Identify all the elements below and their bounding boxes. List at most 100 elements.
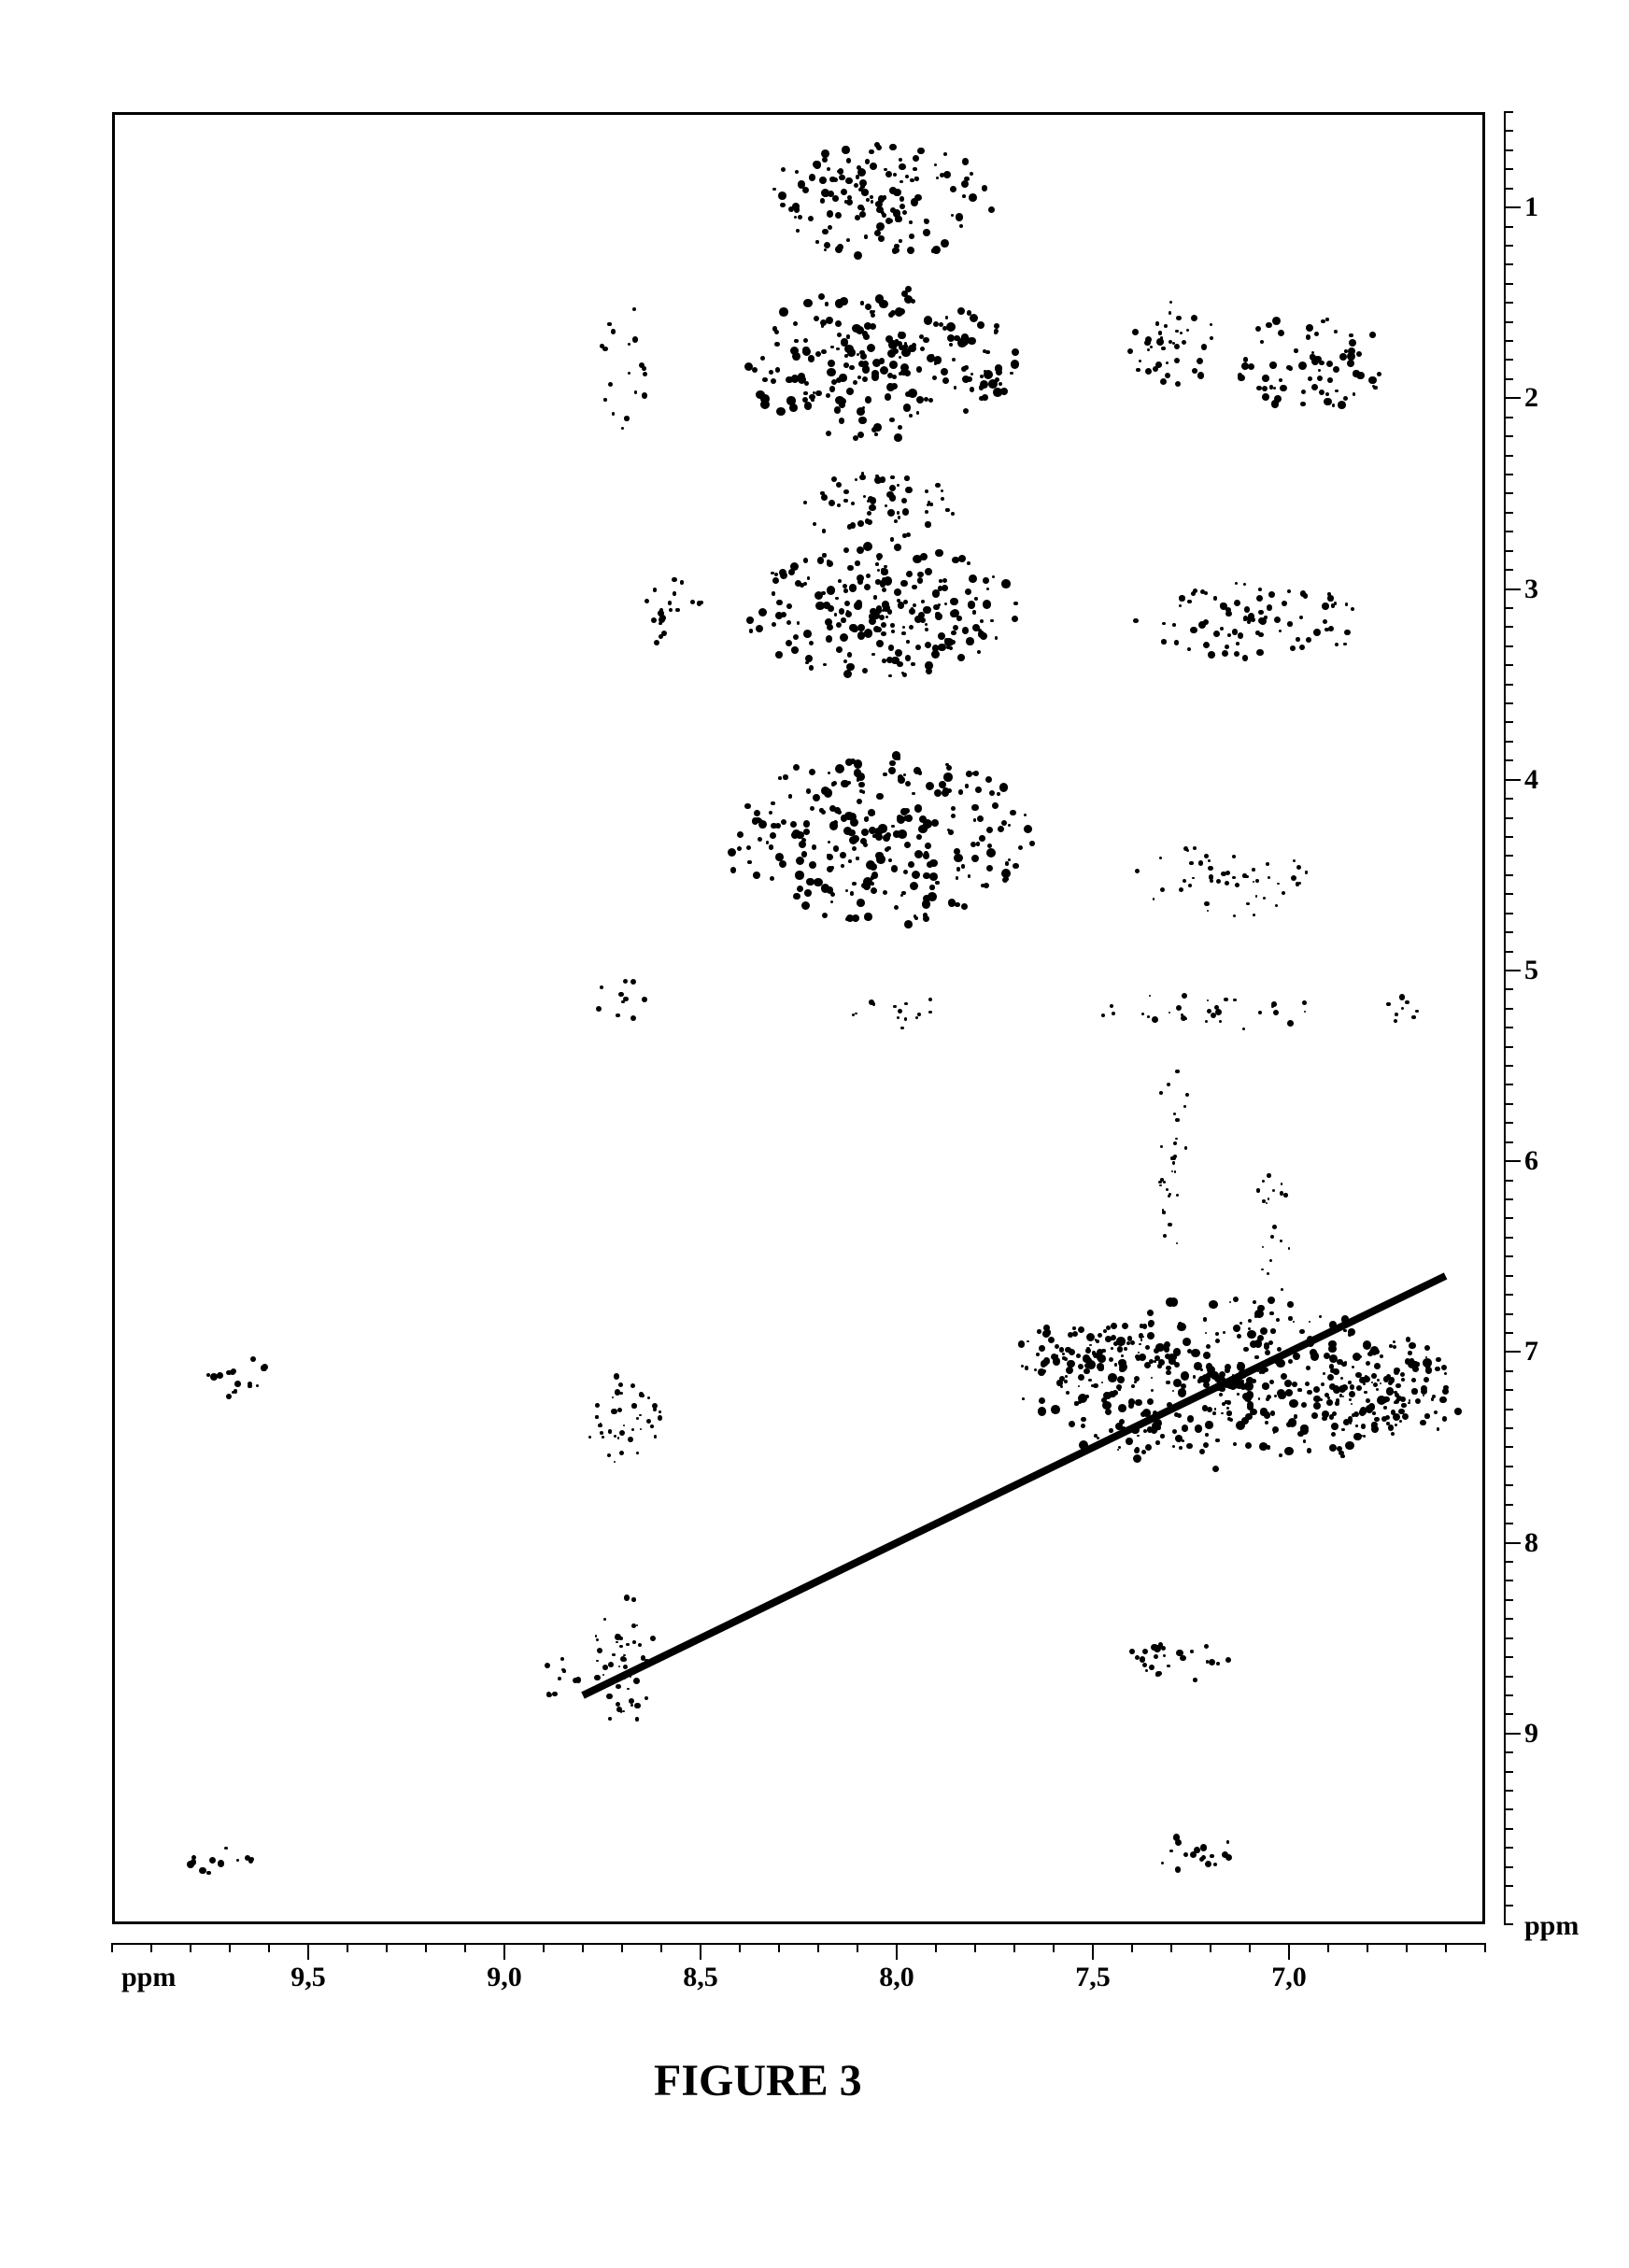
nmr-peak-dot <box>828 225 832 230</box>
nmr-peak-dot <box>890 537 894 541</box>
nmr-peak-dot <box>846 199 853 206</box>
nmr-peak-dot <box>1225 1657 1231 1663</box>
nmr-peak-dot <box>749 629 753 632</box>
nmr-peak-dot <box>791 831 800 840</box>
nmr-peak-dot <box>983 577 988 583</box>
nmr-peak-dot <box>1160 378 1167 385</box>
x-tick-minor <box>1367 1943 1368 1952</box>
nmr-peak-dot <box>1139 1333 1143 1338</box>
nmr-peak-dot <box>1225 1400 1227 1403</box>
nmr-peak-dot <box>844 601 850 606</box>
nmr-peak-dot <box>923 337 928 343</box>
nmr-peak-dot <box>871 875 875 880</box>
nmr-peak-dot <box>841 338 849 347</box>
nmr-peak-dot <box>836 347 840 351</box>
nmr-peak-dot <box>617 1437 620 1439</box>
nmr-peak-dot <box>905 655 912 661</box>
y-tick-minor <box>1504 1046 1513 1048</box>
nmr-peak-dot <box>1244 606 1250 612</box>
nmr-peak-dot <box>1255 326 1261 332</box>
nmr-peak-dot <box>862 668 868 673</box>
nmr-peak-dot <box>1383 1396 1389 1402</box>
nmr-peak-dot <box>1308 376 1312 381</box>
nmr-peak-dot <box>958 558 961 560</box>
nmr-peak-dot <box>881 569 888 576</box>
nmr-peak-dot <box>876 793 883 800</box>
nmr-peak-dot <box>824 788 832 797</box>
nmr-peak-dot <box>1302 1000 1307 1005</box>
y-tick-minor <box>1504 1713 1513 1715</box>
nmr-peak-dot <box>898 829 907 839</box>
nmr-peak-dot <box>1408 1402 1410 1405</box>
y-tick-label: 9 <box>1524 1718 1538 1750</box>
nmr-peak-dot <box>1394 1401 1396 1404</box>
nmr-peak-dot <box>849 365 855 371</box>
nmr-peak-dot <box>1434 1410 1438 1414</box>
nmr-peak-dot <box>964 177 969 181</box>
nmr-peak-dot <box>575 1677 582 1683</box>
nmr-peak-dot <box>558 1677 561 1680</box>
nmr-peak-dot <box>1195 1848 1200 1853</box>
nmr-peak-dot <box>914 177 919 181</box>
nmr-peak-dot <box>1214 1005 1219 1010</box>
nmr-peak-dot <box>924 316 933 325</box>
nmr-peak-dot <box>917 577 923 583</box>
nmr-peak-dot <box>635 1717 640 1722</box>
nmr-peak-dot <box>901 348 910 357</box>
nmr-peak-dot <box>963 408 969 414</box>
nmr-peak-dot <box>617 1408 622 1412</box>
nmr-peak-dot <box>925 521 930 527</box>
nmr-peak-dot <box>903 870 908 874</box>
nmr-peak-dot <box>635 1703 641 1708</box>
nmr-peak-dot <box>1260 1408 1267 1414</box>
nmr-peak-dot <box>1069 1421 1075 1427</box>
nmr-peak-dot <box>900 808 908 815</box>
nmr-peak-dot <box>1314 332 1319 336</box>
nmr-peak-dot <box>951 609 959 617</box>
nmr-peak-dot <box>902 673 907 677</box>
nmr-peak-dot <box>848 859 852 863</box>
nmr-peak-dot <box>885 335 893 343</box>
nmr-peak-dot <box>835 597 838 600</box>
nmr-peak-dot <box>1172 1429 1177 1434</box>
nmr-peak-dot <box>1263 1443 1268 1448</box>
nmr-peak-dot <box>864 234 869 239</box>
nmr-peak-dot <box>771 801 774 805</box>
y-tick-minor <box>1504 1885 1513 1887</box>
nmr-peak-dot <box>812 844 817 850</box>
nmr-peak-dot <box>250 1356 256 1362</box>
nmr-peak-dot <box>1337 1446 1342 1452</box>
nmr-peak-dot <box>1310 354 1316 361</box>
nmr-peak-dot <box>1183 1338 1191 1346</box>
nmr-peak-dot <box>1117 1449 1119 1451</box>
nmr-peak-dot <box>821 349 827 355</box>
nmr-peak-dot <box>850 758 856 764</box>
nmr-peak-dot <box>1319 361 1324 365</box>
nmr-peak-dot <box>927 861 933 868</box>
nmr-peak-dot <box>1210 336 1213 340</box>
nmr-peak-dot <box>896 216 901 221</box>
nmr-peak-dot <box>1233 914 1236 917</box>
nmr-peak-dot <box>926 668 932 674</box>
nmr-peak-dot <box>920 553 928 560</box>
y-tick-minor <box>1504 1217 1513 1219</box>
nmr-peak-dot <box>809 769 815 775</box>
nmr-peak-dot <box>779 860 787 869</box>
nmr-peak-dot <box>1356 1385 1362 1391</box>
nmr-peak-dot <box>792 352 800 361</box>
nmr-peak-dot <box>830 346 833 348</box>
nmr-peak-dot <box>1072 1331 1079 1338</box>
nmr-peak-dot <box>809 174 815 180</box>
nmr-peak-dot <box>1305 1382 1310 1387</box>
nmr-peak-dot <box>1409 1358 1413 1362</box>
nmr-peak-dot <box>904 370 911 376</box>
nmr-peak-dot <box>1193 1375 1197 1379</box>
nmr-peak-dot <box>801 851 807 857</box>
nmr-peak-dot <box>1393 1345 1396 1349</box>
nmr-peak-dot <box>797 621 800 625</box>
nmr-peak-dot <box>1333 1368 1339 1375</box>
nmr-peak-dot <box>1081 1417 1085 1422</box>
nmr-peak-dot <box>1233 1325 1240 1332</box>
nmr-peak-dot <box>209 1857 216 1864</box>
nmr-peak-dot <box>562 1669 565 1672</box>
